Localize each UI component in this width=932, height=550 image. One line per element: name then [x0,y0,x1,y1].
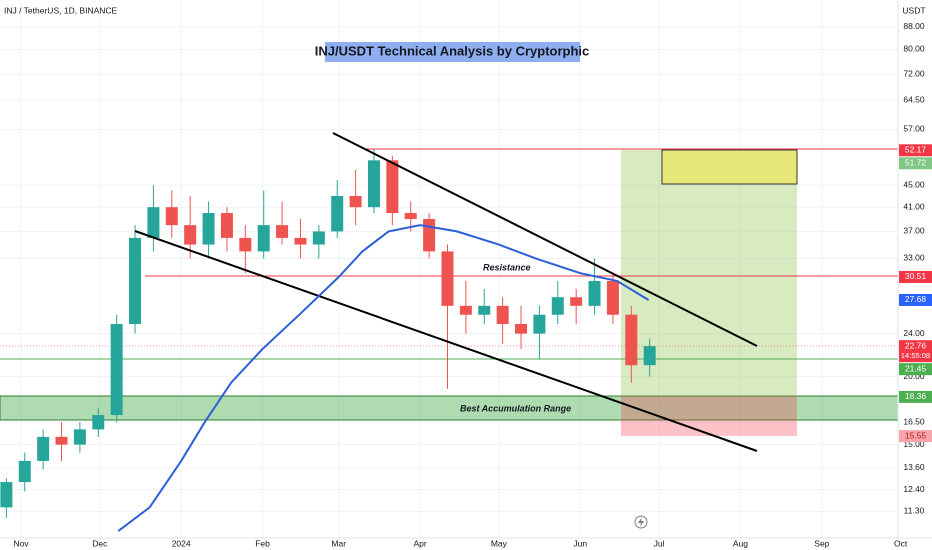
y-tick-label: 12.40 [903,484,925,494]
upper-trendline [332,132,758,347]
price-tag-label: 30.51 [905,271,927,281]
candle-body [570,297,583,306]
candle-body [459,305,472,315]
candle-body [147,207,160,238]
price-tag [899,293,932,306]
chart-title: INJ/USDT Technical Analysis by Cryptorph… [315,43,590,58]
y-tick-label: 11.30 [904,506,925,516]
candle-body [625,314,638,366]
candle-body [55,436,68,445]
resistance-label: Resistance [483,262,531,272]
currency-label: USDT [902,5,925,15]
price-tag-label: 18.36 [905,391,927,401]
y-tick-label: 80.00 [903,44,925,54]
candle-body [37,436,50,461]
candle-body [551,297,564,315]
candle-body [202,213,215,245]
x-tick-label: May [491,538,508,548]
x-tick-label: Apr [413,538,426,548]
x-tick-label: Nov [13,538,29,548]
x-tick-label: 2024 [172,538,191,548]
candle-body [18,460,31,483]
y-tick-label: 41.00 [903,201,925,211]
stop-zone [621,396,797,436]
candle-body [184,225,197,245]
x-tick-label: Dec [92,538,108,548]
y-tick-label: 15.00 [903,439,925,449]
y-tick-label: 33.00 [903,253,925,263]
y-tick-label: 24.00 [903,328,925,338]
candle-body [257,225,270,252]
candles [0,148,656,518]
x-tick-label: Mar [331,538,346,548]
candle-body [276,225,289,238]
candle-body [588,280,601,306]
y-tick-label: 88.00 [903,21,925,31]
candle-body [294,237,307,245]
candle-body [515,323,528,334]
price-tag-label: 52.17 [905,145,927,155]
x-tick-label: Feb [255,538,270,548]
candle-body [367,160,380,208]
candle-body [92,415,105,430]
candle-body [0,482,13,508]
y-tick-label: 64.50 [903,94,925,104]
chart-header: INJ / TetherUS, 1D, BINANCE [4,5,118,15]
accumulation-zone [0,395,899,421]
price-tag-label: 21.45 [905,363,927,373]
candle-body [404,213,417,220]
lower-trendline [134,230,758,452]
y-tick-label: 13.60 [903,462,925,472]
price-tag-label: 27.68 [905,294,927,304]
y-tick-label: 72.00 [903,68,925,78]
candle-body [239,237,252,252]
x-tick-label: Jul [654,538,665,548]
candle-body [165,207,178,226]
candle-body [312,231,325,245]
x-tick-label: Jun [573,538,587,548]
y-tick-label: 37.00 [903,226,925,236]
candle-body [331,195,344,232]
price-tag-label: 51.72 [905,158,927,168]
y-tick-label: 16.50 [903,416,925,426]
y-tick-label: 45.00 [903,179,925,189]
candle-body [220,213,233,238]
accumulation-label: Best Accumulation Range [460,403,571,413]
y-tick-label: 57.00 [903,124,925,134]
candle-body [129,237,142,324]
target-box [661,149,798,185]
candle-body [606,280,619,315]
x-tick-label: Sep [814,538,829,548]
candle-body [423,219,436,252]
title-background [325,42,580,62]
candle-body [110,323,123,416]
x-tick-label: Oct [894,538,908,548]
x-tick-label: Aug [733,538,748,548]
price-tag [899,363,932,376]
candle-body [441,251,454,306]
y-tick-label: 20.00 [903,371,925,381]
candle-body [478,305,491,315]
candle-body [386,160,399,214]
candle-body [643,346,656,366]
price-tag-label: 15.55 [905,430,927,440]
candle-body [533,314,546,334]
price-tag [899,144,932,157]
moving-average [117,224,650,532]
countdown: 14:55:08 [901,351,930,360]
price-tag [899,340,932,363]
price-tag [899,390,932,403]
alert-icon-glyph [638,517,644,527]
price-tag [899,430,932,443]
price-tag [899,157,932,170]
candle-body [349,195,362,208]
price-tag-label: 22.76 [905,340,927,350]
candle-body [496,305,509,324]
candle-body [73,429,86,445]
price-tag [899,270,932,283]
